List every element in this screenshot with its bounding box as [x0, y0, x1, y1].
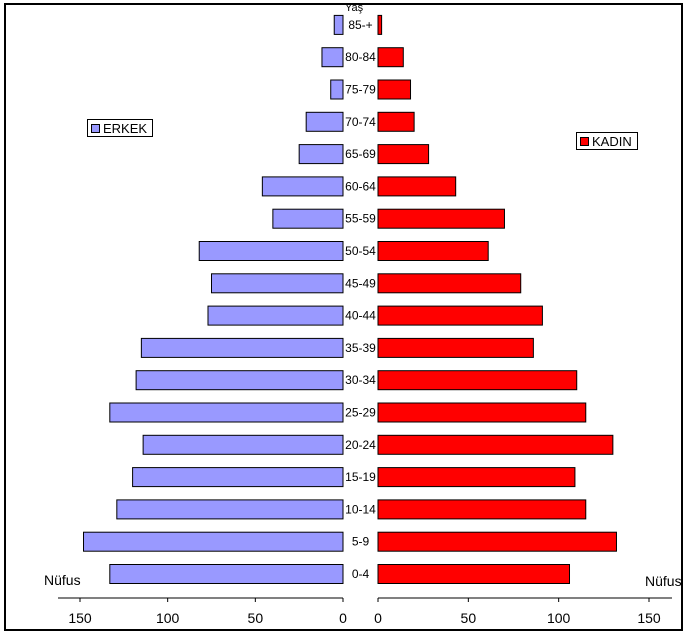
bar-kadin-30-34 — [377, 370, 578, 391]
age-group-label: 30-34 — [345, 373, 376, 387]
bar-kadin-45-49 — [377, 273, 522, 294]
bar-kadin-25-29 — [377, 402, 587, 423]
age-group-label: 65-69 — [345, 147, 376, 161]
age-group-label: 45-49 — [345, 276, 376, 290]
legend-erkek-swatch — [91, 123, 100, 133]
bar-erkek-20-24 — [142, 434, 344, 455]
bar-erkek-80-84 — [321, 47, 344, 68]
age-group-label: 5-9 — [352, 535, 370, 549]
legend-kadin-label: KADIN — [592, 133, 632, 149]
x-tick-label-left: 150 — [68, 610, 92, 626]
bar-kadin-55-59 — [377, 208, 505, 229]
bar-erkek-55-59 — [272, 208, 344, 229]
legend-kadin-swatch — [580, 136, 589, 146]
bar-kadin-10-14 — [377, 499, 587, 520]
bar-erkek-15-19 — [132, 467, 344, 488]
bar-erkek-40-44 — [207, 305, 344, 326]
age-group-label: 55-59 — [345, 212, 376, 226]
legend-kadin: KADIN — [576, 132, 638, 150]
bar-kadin-60-64 — [377, 176, 457, 197]
age-group-label: 20-24 — [345, 438, 376, 452]
bar-erkek-50-54 — [198, 241, 344, 261]
legend-erkek-label: ERKEK — [103, 120, 148, 136]
x-tick-label-right: 100 — [547, 610, 571, 626]
x-axis-label-right: Nüfus — [645, 573, 682, 589]
age-group-label: 70-74 — [345, 115, 376, 129]
x-tick-label-left: 0 — [339, 610, 347, 626]
bar-kadin-70-74 — [377, 111, 415, 132]
bar-erkek-30-34 — [135, 370, 344, 391]
bar-erkek-85-+ — [333, 14, 344, 35]
bar-erkek-25-29 — [109, 402, 344, 423]
bar-kadin-40-44 — [377, 305, 543, 326]
legend-erkek: ERKEK — [87, 119, 154, 137]
age-group-label: 0-4 — [352, 567, 370, 581]
x-tick-label-right: 50 — [461, 610, 477, 626]
age-group-label: 25-29 — [345, 406, 376, 420]
bar-kadin-20-24 — [377, 434, 614, 455]
x-tick-label-right: 0 — [374, 610, 382, 626]
bar-erkek-35-39 — [140, 337, 344, 358]
bar-kadin-0-4 — [377, 564, 571, 584]
age-group-label: 85-+ — [348, 18, 372, 32]
x-tick-label-left: 50 — [248, 610, 264, 626]
bar-kadin-50-54 — [377, 241, 489, 261]
age-group-label: 60-64 — [345, 179, 376, 193]
age-group-label: 35-39 — [345, 341, 376, 355]
bar-erkek-45-49 — [211, 273, 344, 294]
x-tick-label-right: 150 — [637, 610, 661, 626]
bar-erkek-70-74 — [305, 111, 344, 132]
bar-kadin-15-19 — [377, 467, 576, 488]
age-group-label: 50-54 — [345, 244, 376, 258]
bar-kadin-80-84 — [377, 47, 404, 68]
age-group-label: 15-19 — [345, 470, 376, 484]
bar-erkek-10-14 — [116, 499, 344, 520]
age-group-label: 40-44 — [345, 309, 376, 323]
age-group-label: 75-79 — [345, 83, 376, 97]
bar-erkek-65-69 — [298, 144, 344, 165]
bar-kadin-35-39 — [377, 337, 534, 358]
bar-erkek-60-64 — [261, 176, 344, 197]
x-tick-label-left: 100 — [156, 610, 180, 626]
bar-kadin-65-69 — [377, 144, 430, 165]
bar-erkek-75-79 — [330, 79, 344, 100]
x-axis-label-left: Nüfus — [44, 572, 81, 588]
age-group-label: 10-14 — [345, 502, 376, 516]
bar-kadin-75-79 — [377, 79, 412, 100]
age-group-label: 80-84 — [345, 50, 376, 64]
age-axis-title: Yaş — [345, 2, 364, 14]
bar-kadin-85-+ — [377, 14, 383, 35]
bar-erkek-5-9 — [83, 531, 344, 552]
bar-kadin-5-9 — [377, 531, 617, 552]
bar-erkek-0-4 — [109, 564, 344, 584]
